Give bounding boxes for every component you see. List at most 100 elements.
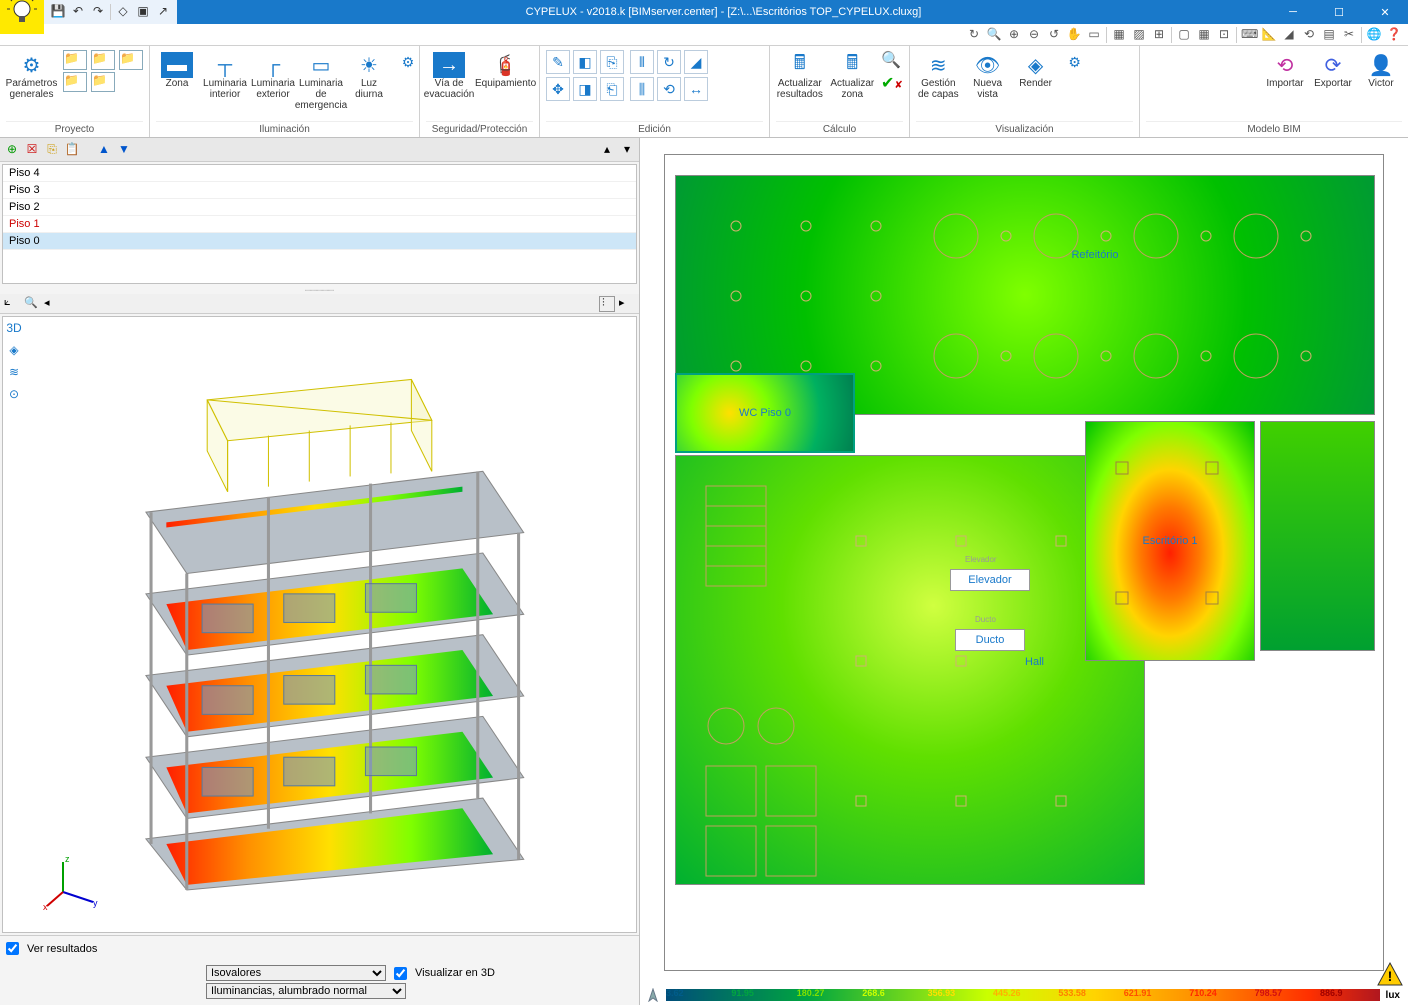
- tool-icon[interactable]: ◢: [1281, 27, 1297, 43]
- plan-view[interactable]: Refeitório: [644, 142, 1404, 981]
- close-button[interactable]: ✕: [1362, 0, 1408, 24]
- scroll-icon[interactable]: ⫶: [599, 296, 615, 312]
- delete-icon[interactable]: ☒: [24, 142, 40, 158]
- floor-row[interactable]: Piso 3: [3, 182, 636, 199]
- qat-icon[interactable]: ◇: [115, 4, 131, 20]
- floor-row[interactable]: Piso 2: [3, 199, 636, 216]
- erase-icon[interactable]: ◧: [573, 50, 597, 74]
- warning-icon[interactable]: !: [1376, 961, 1404, 987]
- folder-icon[interactable]: 📁: [91, 50, 115, 70]
- actualizar-zona-button[interactable]: 🖩Actualizar zona: [830, 50, 875, 102]
- importar-button[interactable]: ⟲Importar: [1264, 50, 1306, 91]
- isovalores-select[interactable]: Isovalores: [206, 965, 386, 981]
- parametros-button[interactable]: ⚙ Parámetros generales: [6, 50, 57, 102]
- minimize-button[interactable]: ─: [1270, 0, 1316, 24]
- expand-icon[interactable]: ▾: [619, 142, 635, 158]
- tool-icon[interactable]: 🔍: [986, 27, 1002, 43]
- add-icon[interactable]: ⊕: [4, 142, 20, 158]
- search-icon[interactable]: 🔍: [881, 50, 903, 72]
- tool-icon[interactable]: ✂: [1341, 27, 1357, 43]
- mirror-icon[interactable]: ⫼: [630, 77, 654, 101]
- via-evacuacion-button[interactable]: →Vía de evacuación: [426, 50, 472, 102]
- tool-icon[interactable]: ⊞: [1151, 27, 1167, 43]
- cube-icon[interactable]: ◈: [5, 343, 23, 361]
- redo-icon[interactable]: ↷: [90, 4, 106, 20]
- luz-diurna-button[interactable]: ☀Luz diurna: [348, 50, 390, 102]
- next-icon[interactable]: ▸: [619, 296, 635, 312]
- undo-icon[interactable]: ↶: [70, 4, 86, 20]
- down-icon[interactable]: ▼: [116, 142, 132, 158]
- luminaria-interior-button[interactable]: ┬Luminaria interior: [204, 50, 246, 102]
- tool-icon[interactable]: ⟲: [1301, 27, 1317, 43]
- qat-icon[interactable]: ↗: [155, 4, 171, 20]
- tool-icon[interactable]: ▢: [1176, 27, 1192, 43]
- zona-button[interactable]: ▬Zona: [156, 50, 198, 91]
- floor-list[interactable]: Piso 4Piso 3Piso 2Piso 1Piso 0: [2, 164, 637, 284]
- actualizar-resultados-button[interactable]: 🖩Actualizar resultados: [776, 50, 824, 102]
- copy-icon[interactable]: ⎘: [44, 142, 60, 158]
- collapse-icon[interactable]: ▴: [599, 142, 615, 158]
- tool-icon[interactable]: ↻: [966, 27, 982, 43]
- tool-icon[interactable]: ⊖: [1026, 27, 1042, 43]
- floor-row[interactable]: Piso 0: [3, 233, 636, 250]
- tool-icon[interactable]: ✋: [1066, 27, 1082, 43]
- exportar-button[interactable]: ⟳Exportar: [1312, 50, 1354, 91]
- tool-icon[interactable]: ▦: [1196, 27, 1212, 43]
- copy-icon[interactable]: ⎗: [600, 77, 624, 101]
- tool-icon[interactable]: ▭: [1086, 27, 1102, 43]
- zoom-icon[interactable]: 🔍: [24, 296, 40, 312]
- check-icon[interactable]: ✔✘: [881, 73, 903, 95]
- tool-icon[interactable]: ▨: [1131, 27, 1147, 43]
- 3d-icon[interactable]: 3D: [5, 321, 23, 339]
- more-button[interactable]: ⚙: [396, 50, 420, 74]
- legend-tick: 3.62: [666, 988, 684, 998]
- erase-icon[interactable]: ◨: [573, 77, 597, 101]
- tool-icon[interactable]: ▤: [1321, 27, 1337, 43]
- view-3d[interactable]: 3D ◈ ≋ ⊙: [2, 316, 637, 933]
- folder-icon[interactable]: 📁: [91, 72, 115, 92]
- prev-icon[interactable]: ◂: [44, 296, 60, 312]
- tool-icon[interactable]: ▦: [1111, 27, 1127, 43]
- separator: [1236, 27, 1237, 43]
- tool-icon[interactable]: ⊕: [1006, 27, 1022, 43]
- save-icon[interactable]: 💾: [50, 4, 66, 20]
- help-icon[interactable]: 🌐: [1366, 27, 1382, 43]
- measure-icon[interactable]: ↔: [684, 77, 708, 101]
- folder-icon[interactable]: 📁: [63, 72, 87, 92]
- copy-icon[interactable]: ⎘: [600, 50, 624, 74]
- paint-icon[interactable]: ◢: [684, 50, 708, 74]
- iluminancias-select[interactable]: Iluminancias, alumbrado normal: [206, 983, 406, 999]
- visualizar-3d-checkbox[interactable]: [394, 967, 407, 980]
- gestion-capas-button[interactable]: ≋Gestión de capas: [916, 50, 961, 102]
- axis-icon[interactable]: ⟀: [4, 296, 20, 312]
- ver-resultados-checkbox[interactable]: [6, 942, 19, 955]
- layers-icon[interactable]: ≋: [5, 365, 23, 383]
- equipamiento-button[interactable]: 🧯Equipamiento: [478, 50, 533, 91]
- tool-icon[interactable]: ↺: [1046, 27, 1062, 43]
- edit-icon[interactable]: ✎: [546, 50, 570, 74]
- luminaria-exterior-button[interactable]: ┌Luminaria exterior: [252, 50, 294, 102]
- splitter[interactable]: ┈┈┈┈┈┈: [0, 286, 639, 294]
- user-button[interactable]: 👤Victor: [1360, 50, 1402, 91]
- floor-row[interactable]: Piso 1: [3, 216, 636, 233]
- luminaria-emergencia-button[interactable]: ▭Luminaria de emergencia: [300, 50, 342, 113]
- render-button[interactable]: ◈Render: [1015, 50, 1057, 91]
- up-icon[interactable]: ▲: [96, 142, 112, 158]
- settings-button[interactable]: ⚙: [1063, 50, 1087, 74]
- paste-icon[interactable]: 📋: [64, 142, 80, 158]
- align-icon[interactable]: ⫴: [630, 50, 654, 74]
- pin-icon[interactable]: ⊙: [5, 387, 23, 405]
- nueva-vista-button[interactable]: 👁Nueva vista: [967, 50, 1009, 102]
- folder-icon[interactable]: 📁: [119, 50, 143, 70]
- tool-icon[interactable]: ⊡: [1216, 27, 1232, 43]
- tool-icon[interactable]: 📐: [1261, 27, 1277, 43]
- maximize-button[interactable]: ☐: [1316, 0, 1362, 24]
- rotate-icon[interactable]: ⟲: [657, 77, 681, 101]
- tool-icon[interactable]: ⌨: [1241, 27, 1257, 43]
- move-icon[interactable]: ✥: [546, 77, 570, 101]
- help-icon[interactable]: ❓: [1386, 27, 1402, 43]
- floor-row[interactable]: Piso 4: [3, 165, 636, 182]
- rotate-icon[interactable]: ↻: [657, 50, 681, 74]
- qat-icon[interactable]: ▣: [135, 4, 151, 20]
- folder-icon[interactable]: 📁: [63, 50, 87, 70]
